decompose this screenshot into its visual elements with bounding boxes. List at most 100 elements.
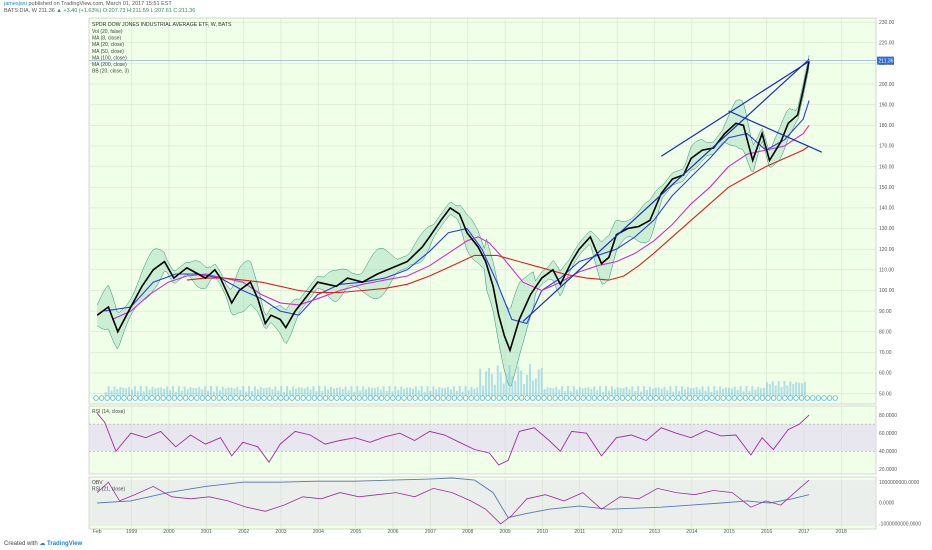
volume-bar bbox=[783, 381, 786, 396]
created-with-label: Created with bbox=[4, 541, 38, 547]
volume-marker bbox=[698, 395, 704, 401]
trendline[interactable] bbox=[660, 60, 810, 157]
volume-marker bbox=[250, 395, 256, 401]
volume-bar bbox=[198, 386, 201, 396]
volume-bar bbox=[359, 390, 362, 396]
volume-bar bbox=[394, 386, 397, 396]
volume-bar bbox=[212, 391, 215, 396]
volume-bar bbox=[441, 388, 444, 396]
moving-average-line[interactable] bbox=[111, 124, 810, 320]
volume-bar bbox=[338, 387, 341, 396]
volume-bar bbox=[637, 386, 640, 396]
volume-bar bbox=[754, 389, 757, 396]
volume-bar bbox=[485, 371, 488, 396]
volume-marker bbox=[183, 395, 189, 401]
volume-bar bbox=[496, 365, 499, 396]
y-tick-label: 110.00 bbox=[879, 268, 894, 274]
volume-bar bbox=[300, 387, 303, 396]
volume-marker bbox=[759, 395, 766, 401]
volume-bar bbox=[464, 386, 467, 396]
volume-bar bbox=[605, 386, 608, 396]
volume-bar bbox=[136, 391, 139, 396]
volume-marker bbox=[171, 395, 177, 401]
rsi-line[interactable] bbox=[96, 413, 810, 466]
volume-marker bbox=[530, 395, 536, 401]
volume-bar bbox=[634, 390, 637, 396]
brand-name[interactable]: TradingView bbox=[47, 541, 83, 547]
volume-bar bbox=[376, 386, 379, 396]
volume-marker bbox=[149, 395, 155, 401]
volume-bar bbox=[473, 388, 476, 396]
x-tick-label: 2004 bbox=[313, 529, 324, 535]
moving-average-line[interactable] bbox=[186, 145, 810, 294]
volume-marker bbox=[798, 395, 805, 401]
chart-title: SPDR DOW JONES INDUSTRIAL AVERAGE ETF, W… bbox=[92, 22, 232, 28]
moving-average-line[interactable] bbox=[104, 100, 810, 325]
volume-marker bbox=[703, 395, 710, 401]
volume-bar bbox=[145, 386, 148, 396]
volume-bar bbox=[382, 386, 385, 396]
volume-bar bbox=[572, 386, 575, 396]
volume-bar bbox=[622, 388, 625, 396]
volume-bar bbox=[666, 390, 669, 396]
volume-bar bbox=[561, 386, 564, 396]
volume-marker bbox=[552, 395, 558, 401]
volume-bar bbox=[344, 386, 347, 396]
volume-bar bbox=[207, 390, 210, 396]
x-tick-label: 2002 bbox=[238, 529, 249, 535]
volume-marker bbox=[815, 395, 822, 401]
rsi-title: RSI (14, close) bbox=[92, 409, 125, 415]
x-tick-label: 2008 bbox=[462, 529, 473, 535]
volume-bar bbox=[171, 386, 174, 396]
volume-bar bbox=[748, 391, 751, 396]
volume-marker bbox=[619, 395, 626, 401]
volume-marker bbox=[518, 395, 525, 401]
volume-bar bbox=[686, 386, 689, 396]
obv-line[interactable] bbox=[97, 477, 810, 519]
volume-bar bbox=[327, 389, 330, 396]
volume-bar bbox=[274, 386, 277, 396]
author-name[interactable]: jamesjwu bbox=[4, 1, 27, 7]
volume-bar bbox=[526, 374, 529, 396]
volume-marker bbox=[216, 395, 222, 401]
volume-marker bbox=[826, 395, 833, 401]
volume-bar bbox=[388, 386, 391, 396]
rsi-21-line[interactable] bbox=[96, 479, 810, 525]
volume-bar bbox=[335, 387, 338, 396]
y-tick-label: 70.00 bbox=[879, 350, 892, 356]
trendline[interactable] bbox=[728, 110, 823, 153]
volume-bar bbox=[774, 385, 777, 396]
volume-bar bbox=[227, 387, 230, 396]
volume-marker bbox=[177, 395, 183, 401]
volume-bar bbox=[757, 386, 760, 396]
x-tick-label: Feb bbox=[93, 529, 102, 535]
volume-bar bbox=[139, 386, 142, 396]
volume-bar bbox=[253, 386, 256, 396]
volume-marker bbox=[787, 395, 794, 401]
volume-marker bbox=[457, 395, 463, 401]
volume-bar bbox=[403, 388, 406, 396]
volume-bar bbox=[558, 389, 561, 396]
volume-marker bbox=[524, 395, 530, 401]
volume-bar bbox=[447, 387, 450, 396]
volume-marker bbox=[597, 395, 603, 401]
volume-marker bbox=[546, 395, 553, 401]
volume-marker bbox=[608, 395, 614, 401]
volume-marker bbox=[474, 395, 480, 401]
trendline[interactable] bbox=[522, 58, 810, 322]
volume-marker bbox=[395, 395, 402, 401]
last-price-badge bbox=[877, 56, 894, 65]
price-line[interactable] bbox=[96, 61, 810, 353]
volume-bar bbox=[373, 388, 376, 396]
symbol-label: BATS:DIA, W bbox=[4, 8, 37, 14]
price-chart-area[interactable]: Feb 1999 2000 2001 2002 2003 2004 2005 2006 2007 2… bbox=[0, 6, 932, 536]
volume-bar bbox=[332, 388, 335, 396]
volume-bar bbox=[271, 389, 274, 396]
volume-bar bbox=[391, 391, 394, 396]
volume-bar bbox=[245, 391, 248, 396]
y-tick-label: 80.00 bbox=[879, 329, 892, 335]
volume-marker bbox=[731, 395, 738, 401]
volume-marker bbox=[675, 395, 682, 401]
obv-legend-entry: OBV bbox=[92, 480, 103, 486]
volume-bar bbox=[467, 390, 470, 396]
